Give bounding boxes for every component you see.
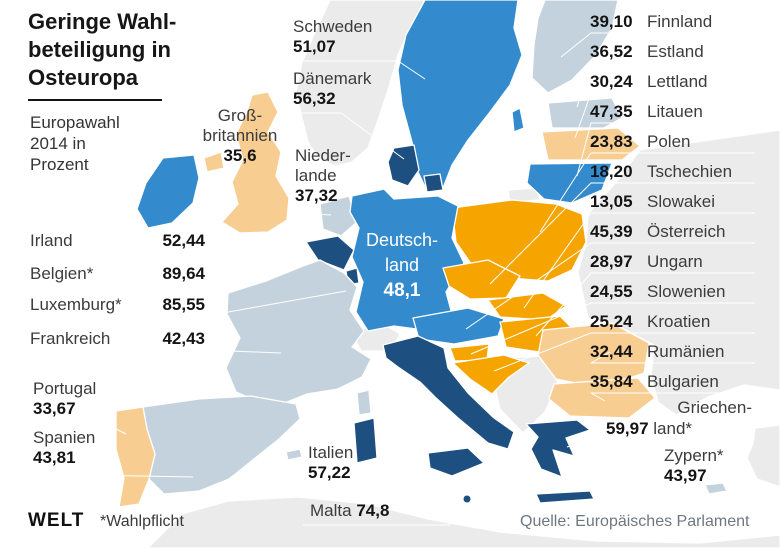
- island-crete-shape: [535, 490, 595, 504]
- leader-griechenland: [566, 438, 755, 448]
- label-zypern: Zypern* 43,97: [664, 446, 724, 485]
- title-line-3: Osteuropa: [28, 65, 139, 90]
- label-grossbritannien: Groß-britannien 35,6: [202, 106, 278, 165]
- country-ireland-shape: [136, 154, 200, 229]
- label-portugal: Portugal 33,67: [33, 379, 97, 418]
- leader-bulgarien: [590, 392, 755, 402]
- country-turkey-shape: [746, 424, 780, 488]
- country-belgium-shape: [305, 235, 355, 271]
- leader-ungarn: [535, 272, 755, 337]
- label-oesterreich: 45,39 Österreich: [590, 222, 726, 241]
- leader-niederlande: [292, 212, 332, 216]
- title-line-1: Geringe Wahl-: [28, 9, 177, 34]
- label-estland: 36,52 Estland: [590, 42, 704, 61]
- title-underline: [28, 99, 162, 101]
- label-irland: Irland 52,44: [30, 231, 205, 250]
- mandatory-voting-note: *Wahlpflicht: [100, 513, 184, 530]
- country-kaliningrad-shape: [507, 187, 541, 203]
- subtitle-line-1: Europawahl: [30, 113, 120, 132]
- leader-polen: [539, 152, 755, 233]
- leader-belgien: [30, 257, 318, 286]
- country-greece-shape: [525, 419, 591, 478]
- label-bulgarien: 35,84 Bulgarien: [590, 372, 719, 391]
- country-spain-shape: [142, 395, 301, 495]
- leader-schweden: [293, 60, 426, 80]
- label-belgien: Belgien* 89,64: [30, 264, 205, 283]
- eu-countries: [115, 0, 728, 508]
- leader-frankreich: [30, 349, 282, 354]
- label-niederlande: Nieder-lande 37,32: [295, 146, 351, 205]
- country-malta-shape: [463, 495, 471, 503]
- leader-litauen: [576, 122, 755, 177]
- label-luxemburg: Luxemburg* 85,55: [30, 295, 205, 314]
- leader-slowakei: [523, 212, 755, 309]
- label-spanien: Spanien 43,81: [33, 428, 96, 467]
- country-denmark-shape: [387, 144, 420, 187]
- leader-lines: [29, 32, 755, 526]
- leader-lettland: [574, 92, 755, 139]
- country-sweden-shape: [397, 0, 523, 194]
- leader-italien: [303, 432, 443, 489]
- label-finnland: 39,10 Finnland: [590, 12, 713, 31]
- country-uk-northern-ireland-shape: [203, 151, 225, 173]
- leader-finnland: [560, 32, 755, 58]
- island-balearics-shape: [285, 448, 303, 461]
- country-cyprus-shape: [704, 482, 728, 495]
- label-slowenien: 24,55 Slowenien: [590, 282, 726, 301]
- page-title: Geringe Wahl- beteiligung in Osteuropa: [28, 8, 176, 92]
- country-finland-shape: [531, 0, 619, 94]
- subtitle-line-2: 2014 in: [30, 134, 86, 153]
- leader-oesterreich: [465, 242, 755, 330]
- country-italy-shape: [382, 335, 515, 450]
- label-malta: Malta 74,8: [310, 501, 390, 520]
- label-daenemark: Dänemark 56,32: [293, 69, 372, 108]
- label-polen: 23,83 Polen: [590, 132, 691, 151]
- leader-irland: [30, 230, 209, 253]
- island-sicily-shape: [427, 447, 485, 477]
- country-netherlands-shape: [319, 195, 358, 237]
- label-litauen: 47,35 Litauen: [590, 102, 703, 121]
- label-tschechien: 18,20 Tschechien: [590, 162, 733, 181]
- label-rumaenien: 32,44 Rumänien: [590, 342, 725, 361]
- leader-spanien: [29, 473, 194, 478]
- label-lettland: 30,24 Lettland: [590, 72, 708, 91]
- page-subtitle: Europawahl 2014 in Prozent: [30, 112, 120, 175]
- leader-malta: [303, 503, 467, 526]
- source-credit: Quelle: Europäisches Parlament: [520, 513, 750, 530]
- island-sardinia-shape: [353, 417, 378, 464]
- subtitle-line-3: Prozent: [30, 155, 89, 174]
- leader-slowenien: [470, 302, 755, 355]
- country-lithuania-shape: [526, 162, 613, 204]
- leader-luxemburg: [30, 290, 347, 317]
- label-slowakei: 13,05 Slowakei: [590, 192, 716, 211]
- label-frankreich: Frankreich 42,43: [30, 329, 205, 348]
- country-bulgaria-shape: [548, 377, 656, 419]
- label-italien: Italien 57,22: [308, 443, 354, 482]
- country-denmark-islands-shape: [423, 173, 444, 193]
- country-france-shape: [225, 259, 372, 405]
- label-schweden: Schweden 51,07: [293, 17, 373, 56]
- label-griechenland-line1: Griechen-: [677, 398, 752, 417]
- country-north-africa-shape: [147, 496, 780, 548]
- label-kroatien: 25,24 Kroatien: [590, 312, 711, 331]
- leader-rumaenien: [590, 351, 755, 364]
- label-ungarn: 28,97 Ungarn: [590, 252, 703, 271]
- leader-daenemark: [293, 112, 405, 160]
- welt-logo: WELT: [28, 510, 85, 531]
- island-gotland-shape: [511, 107, 525, 133]
- leader-tschechien: [489, 182, 755, 285]
- label-griechenland-line2: 59,97 land*: [606, 419, 693, 438]
- leader-portugal: [30, 419, 127, 435]
- country-uk-shape: [221, 91, 290, 234]
- leader-kroatien: [493, 332, 755, 372]
- label-deutschland: Deutsch-land 48,1: [365, 230, 439, 301]
- title-line-2: beteiligung in: [28, 37, 171, 62]
- country-portugal-shape: [115, 406, 156, 508]
- leader-estland: [576, 62, 755, 108]
- island-corsica-shape: [356, 389, 372, 416]
